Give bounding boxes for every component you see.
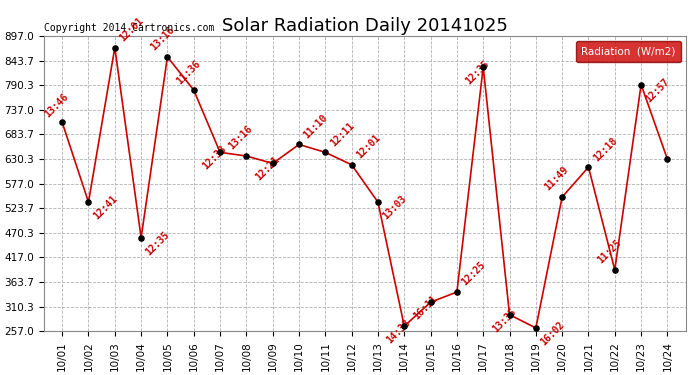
Text: 11:36: 11:36 — [175, 58, 202, 86]
Point — [162, 54, 173, 60]
Point — [451, 289, 462, 295]
Text: 12:11: 12:11 — [328, 120, 356, 148]
Text: 12:33: 12:33 — [201, 144, 228, 172]
Text: 13:46: 13:46 — [43, 92, 70, 120]
Text: 13:16: 13:16 — [227, 124, 255, 152]
Text: 12:41: 12:41 — [91, 194, 119, 222]
Text: 12:21: 12:21 — [253, 155, 281, 183]
Text: 12:57: 12:57 — [644, 76, 672, 104]
Text: 14:38: 14:38 — [385, 318, 413, 346]
Point — [319, 149, 331, 155]
Title: Solar Radiation Daily 20141025: Solar Radiation Daily 20141025 — [222, 16, 508, 34]
Point — [583, 164, 594, 170]
Point — [504, 312, 515, 318]
Point — [188, 87, 199, 93]
Point — [635, 81, 647, 87]
Text: 12:25: 12:25 — [460, 260, 488, 288]
Point — [136, 235, 147, 241]
Point — [609, 267, 620, 273]
Text: 12:35: 12:35 — [464, 58, 491, 87]
Text: 12:01: 12:01 — [117, 16, 146, 44]
Point — [109, 45, 120, 51]
Point — [83, 199, 94, 205]
Point — [267, 160, 278, 166]
Text: 16:02: 16:02 — [539, 320, 566, 348]
Text: 12:18: 12:18 — [591, 135, 619, 163]
Point — [399, 323, 410, 329]
Text: 11:10: 11:10 — [302, 112, 330, 140]
Text: 11:49: 11:49 — [543, 165, 571, 193]
Text: 11:25: 11:25 — [595, 238, 623, 266]
Text: 13:35: 13:35 — [490, 306, 518, 334]
Point — [215, 149, 226, 155]
Text: Copyright 2014 Cartronics.com: Copyright 2014 Cartronics.com — [43, 23, 214, 33]
Text: 16:11: 16:11 — [411, 294, 439, 322]
Point — [346, 162, 357, 168]
Text: 13:03: 13:03 — [381, 194, 408, 222]
Point — [425, 299, 436, 305]
Text: 13:16: 13:16 — [148, 25, 176, 53]
Text: 12:01: 12:01 — [355, 133, 382, 160]
Point — [662, 156, 673, 162]
Point — [293, 141, 304, 147]
Point — [477, 64, 489, 70]
Text: 12:35: 12:35 — [144, 229, 172, 257]
Point — [373, 199, 384, 205]
Point — [531, 325, 542, 331]
Point — [241, 153, 252, 159]
Point — [557, 194, 568, 200]
Point — [57, 119, 68, 125]
Legend: Radiation  (W/m2): Radiation (W/m2) — [576, 41, 680, 62]
